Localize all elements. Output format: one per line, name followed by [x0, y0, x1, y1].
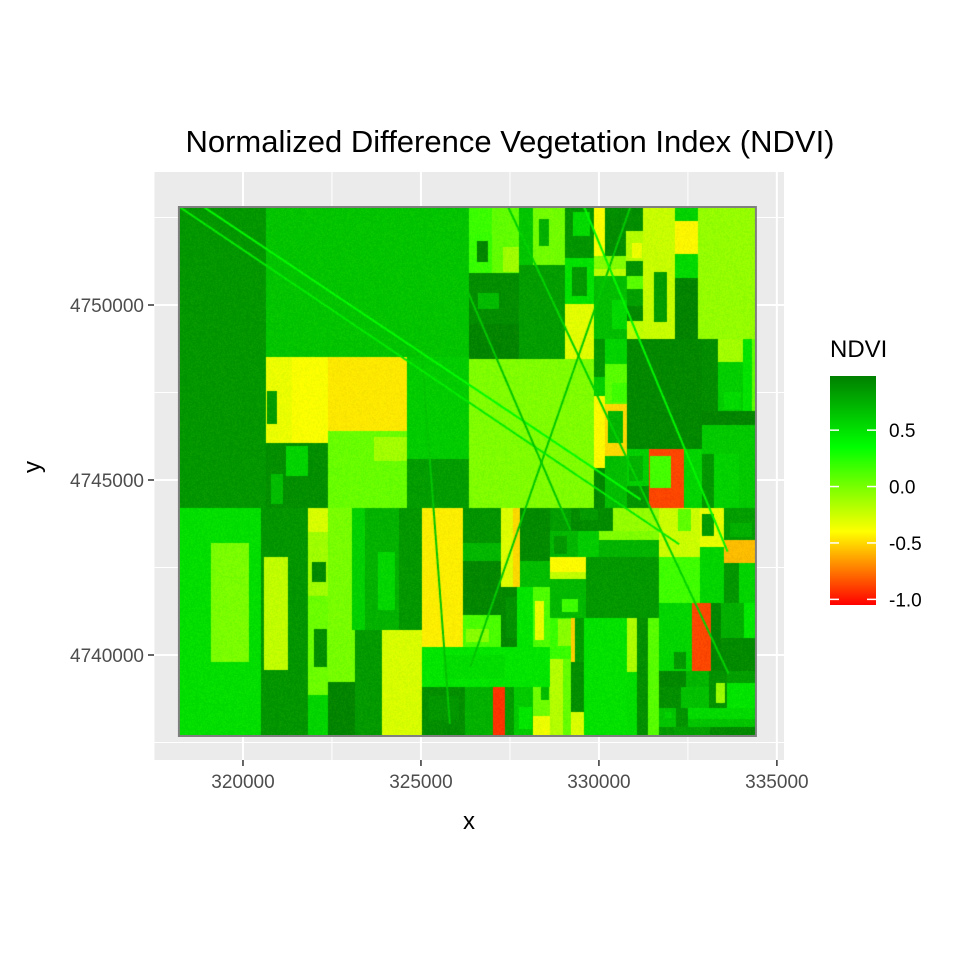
legend-tick-label: 0.0: [889, 478, 915, 499]
raster-border: [177, 206, 757, 737]
legend-colorbar: [830, 376, 876, 605]
x-tick-label: 325000: [389, 772, 452, 793]
x-tick-label: 335000: [745, 772, 808, 793]
legend: NDVI 0.5 0.0 -0.5 -1.0: [830, 336, 922, 611]
y-axis-label: y: [19, 461, 46, 473]
ndvi-raster: [177, 206, 757, 737]
chart-title: Normalized Difference Vegetation Index (…: [185, 124, 834, 159]
x-axis-label: x: [463, 808, 475, 835]
x-tick-label: 320000: [211, 772, 274, 793]
y-tick-label: 4745000: [70, 471, 144, 492]
legend-title: NDVI: [830, 336, 887, 363]
legend-tick-label: -0.5: [889, 534, 922, 555]
legend-ticks: 0.5 0.0 -0.5 -1.0: [830, 421, 922, 611]
y-tick-label: 4750000: [70, 296, 144, 317]
y-tick-label: 4740000: [70, 646, 144, 667]
legend-tick-label: -1.0: [889, 590, 922, 611]
axis-ticks: 320000 325000 330000 335000 4740000 4745000 47…: [70, 296, 809, 793]
x-tick-label: 330000: [567, 772, 630, 793]
ndvi-raster-image: [178, 207, 756, 736]
legend-tick-label: 0.5: [889, 421, 915, 442]
